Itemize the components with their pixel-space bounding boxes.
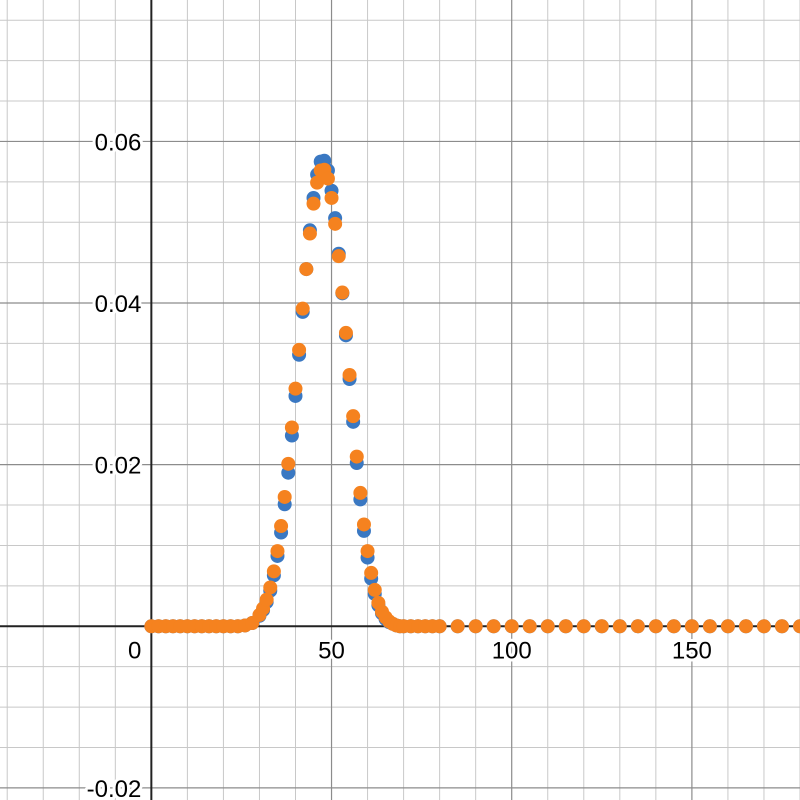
y-tick-label: 0.06 [95,129,142,156]
data-point [310,175,325,190]
data-point [259,592,274,607]
data-point [558,619,573,634]
tick-labels: 0 50 100 150 -0.02 0.02 0.04 0.06 [84,126,715,800]
data-point [522,619,537,634]
data-point [756,619,771,634]
data-point [328,216,343,231]
data-point [356,517,371,532]
data-point [346,409,361,424]
data-point [335,285,350,300]
data-point [263,580,278,595]
data-point [270,544,285,559]
data-point [284,420,299,435]
data-point [576,619,591,634]
data-point [288,381,303,396]
y-tick-label: 0.04 [95,291,142,318]
series-1 [144,153,800,634]
data-point [299,262,314,277]
data-point [320,171,335,186]
data-point [774,619,789,634]
data-point [331,249,346,264]
data-point [450,619,465,634]
data-point [793,619,800,634]
data-point [302,226,317,241]
data-point [540,619,555,634]
data-point [266,564,281,579]
x-tick-label: 50 [318,637,345,664]
data-point [612,619,627,634]
data-point [277,489,292,504]
data-point [367,582,382,597]
data-point [648,619,663,634]
data-point [666,619,681,634]
data-point [349,449,364,464]
data-point [720,619,735,634]
data-point [338,325,353,340]
x-tick-label: 150 [672,637,712,664]
data-point [738,619,753,634]
data-point [353,485,368,500]
data-point [295,301,310,316]
data-point [630,619,645,634]
data-point [364,565,379,580]
data-point [281,456,296,471]
data-point [432,619,447,634]
data-point [486,619,501,634]
x-tick-label: 100 [492,637,532,664]
data-point [342,367,357,382]
series-layer [144,153,800,634]
x-tick-label: 0 [128,637,141,664]
data-point [292,342,307,357]
y-tick-label: -0.02 [87,776,142,800]
data-point [684,619,699,634]
data-point [274,519,289,534]
series-2 [144,162,800,634]
data-point [594,619,609,634]
data-point [702,619,717,634]
data-point [306,196,321,211]
data-point [504,619,519,634]
data-point [360,544,375,559]
data-point [324,190,339,205]
data-point [468,619,483,634]
y-tick-label: 0.02 [95,453,142,480]
